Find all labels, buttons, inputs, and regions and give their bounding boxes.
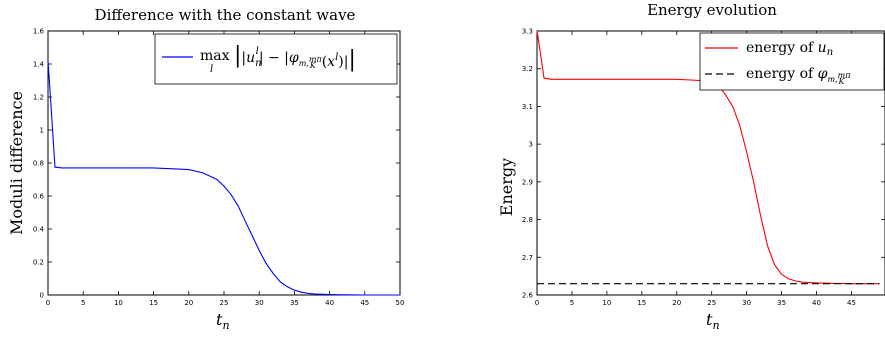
- y-tick-label: 2.9: [522, 178, 533, 186]
- x-tick-label: 10: [602, 299, 611, 307]
- plot-frame: [536, 30, 885, 296]
- x-tick-label: 15: [149, 299, 158, 307]
- x-tick-label: 40: [325, 299, 334, 307]
- x-tick-label: 40: [812, 299, 821, 307]
- x-tick-label: 15: [637, 299, 646, 307]
- x-tick-label: 20: [672, 299, 681, 307]
- legend-entry-1: energy of φm,mπ K: [746, 66, 851, 86]
- legend-entry-0-expr: ||unl| − |φm,mπ K (xl)||: [234, 43, 356, 72]
- y-tick-label: 2.8: [522, 216, 533, 224]
- y-tick-label: 0.4: [33, 226, 45, 234]
- x-tick-label: 25: [707, 299, 716, 307]
- y-tick-label: 0: [40, 292, 44, 300]
- x-tick-label: 5: [570, 299, 574, 307]
- y-tick-label: 1.4: [33, 61, 45, 69]
- x-tick-label: 30: [255, 299, 264, 307]
- y-tick-label: 0.8: [33, 160, 44, 168]
- axis-tick-labels: 0 5 10 15 20 25 30 35 40 45 50 0 0.2 0.4 0.6 0.8 1 1.2 1.4…: [33, 28, 405, 308]
- legend: energy of un energy of φm,mπ K: [699, 32, 885, 91]
- y-tick-label: 0.2: [33, 259, 44, 267]
- legend-entry-0-sub: l: [210, 64, 213, 75]
- legend-entry-0: max: [200, 48, 230, 64]
- x-tick-label: 20: [184, 299, 193, 307]
- legend-entry-0: energy of un: [746, 40, 833, 58]
- y-tick-label: 2.7: [522, 254, 533, 262]
- y-tick-label: 3.3: [522, 28, 533, 36]
- x-tick-label: 35: [290, 299, 299, 307]
- chart-title: Difference with the constant wave: [95, 6, 356, 24]
- legend: max l ||unl| − |φm,mπ K (xl)||: [154, 33, 398, 85]
- y-axis-label: Energy: [497, 158, 516, 216]
- x-tick-label: 50: [396, 299, 405, 307]
- series-lines: [47, 60, 400, 296]
- x-tick-label: 5: [81, 299, 85, 307]
- x-axis-label-sub: n: [712, 319, 719, 332]
- x-tick-label: 0: [535, 299, 539, 307]
- y-tick-label: 0.6: [33, 193, 45, 201]
- x-axis-label: tn: [216, 310, 230, 332]
- y-tick-label: 1.2: [33, 94, 44, 102]
- y-tick-label: 3.2: [522, 65, 533, 73]
- x-axis-label-sub: n: [222, 319, 229, 332]
- series-line-0: [47, 60, 400, 296]
- series-line-0: [536, 30, 880, 285]
- energy-evolution-chart: Energy evolution 0 5 10 15 20 25 30 35 40 45 2.6 2.…: [497, 1, 885, 332]
- series-lines: [536, 30, 880, 285]
- legend-box: [699, 32, 885, 91]
- x-tick-label: 25: [220, 299, 229, 307]
- y-axis-label: Moduli difference: [7, 91, 26, 235]
- axis-tick-labels: 0 5 10 15 20 25 30 35 40 45 2.6 2.7 2.8 2.9 3 3.1 3.2 3.3: [522, 28, 856, 308]
- y-tick-label: 3.1: [522, 103, 533, 111]
- x-tick-label: 0: [46, 299, 50, 307]
- y-tick-label: 1.6: [33, 28, 45, 36]
- x-tick-label: 30: [742, 299, 751, 307]
- x-axis-label: tn: [706, 310, 720, 332]
- chart-title: Energy evolution: [647, 1, 777, 19]
- x-tick-label: 45: [360, 299, 369, 307]
- legend-box: [154, 33, 398, 85]
- y-tick-label: 1: [40, 127, 44, 135]
- x-tick-label: 10: [114, 299, 123, 307]
- y-tick-label: 3: [529, 141, 533, 149]
- x-axis-label-main: t: [706, 310, 713, 329]
- y-tick-label: 2.6: [522, 292, 534, 300]
- x-tick-label: 35: [777, 299, 786, 307]
- x-tick-label: 45: [847, 299, 856, 307]
- moduli-difference-chart: Difference with the constant wave 0 5 10 15…: [7, 6, 404, 332]
- x-axis-label-main: t: [216, 310, 223, 329]
